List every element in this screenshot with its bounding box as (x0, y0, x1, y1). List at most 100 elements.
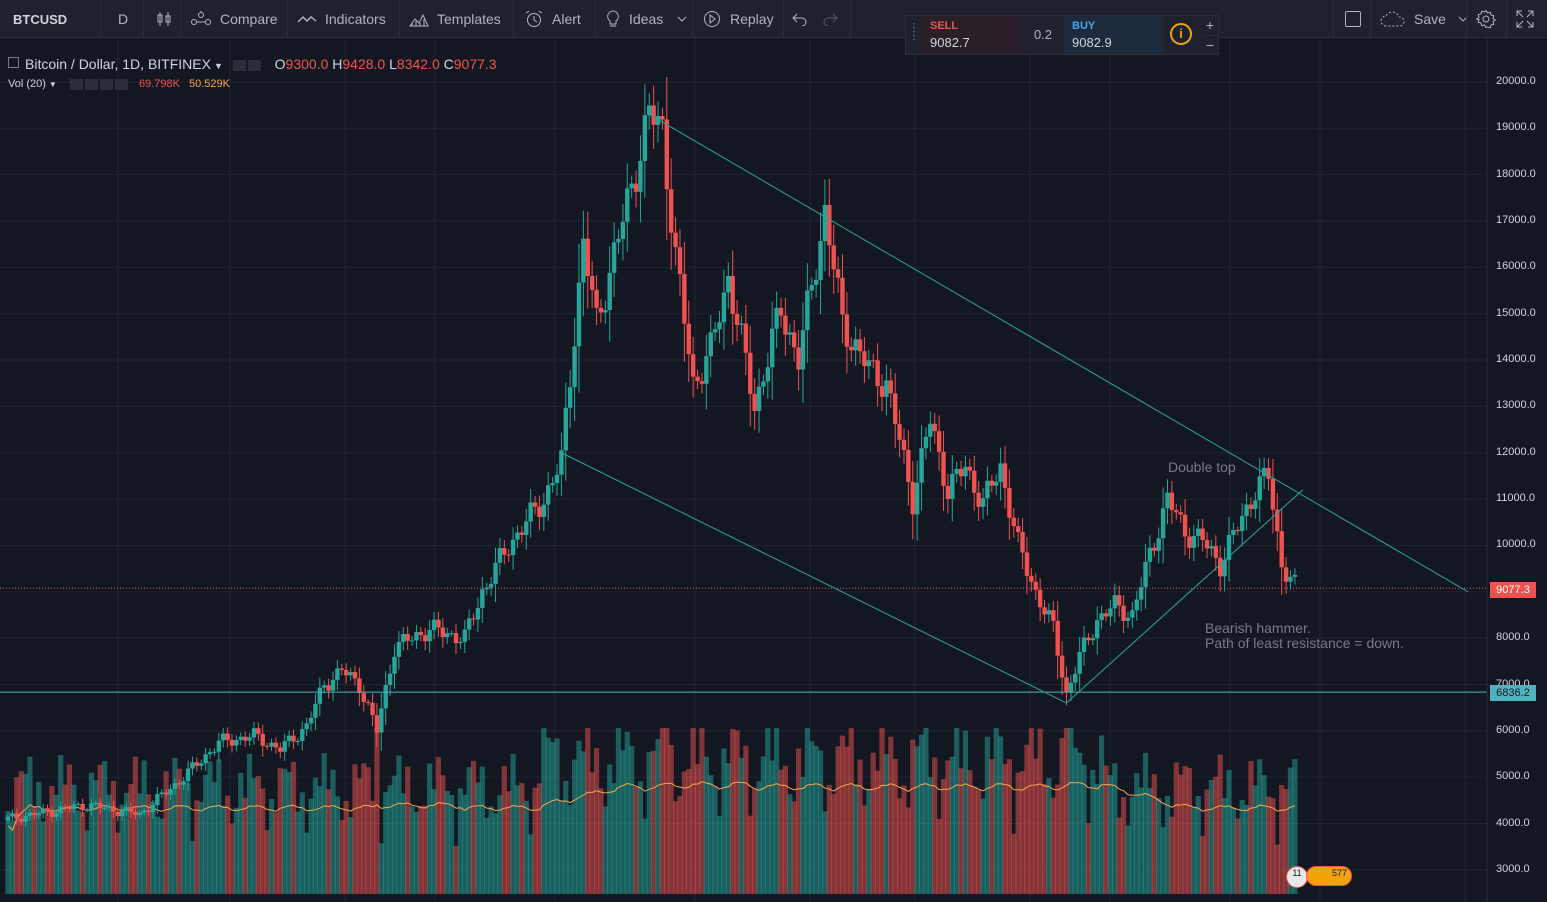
volume-bar (18, 771, 24, 894)
save-button[interactable]: Save (1380, 0, 1468, 38)
volume-bar (1077, 752, 1083, 894)
candles-icon (157, 12, 171, 26)
collapse-icon[interactable] (8, 57, 19, 68)
sell-button[interactable]: SELL 9082.7 (922, 16, 1022, 54)
alert-button[interactable]: Alert (524, 0, 581, 38)
candle-body (190, 762, 195, 769)
candle-body (225, 733, 230, 740)
volume-bar (435, 757, 442, 894)
candle-body (40, 808, 46, 814)
volume-bar (958, 768, 964, 894)
volume-bar (1164, 795, 1171, 894)
price-tick-label: 12000.0 (1496, 445, 1536, 458)
volume-bar (40, 821, 46, 894)
candle-body (1024, 552, 1030, 576)
settings-icon[interactable] (84, 78, 98, 90)
candle-body (14, 813, 19, 819)
layout-button[interactable] (1344, 0, 1362, 38)
volume-bar (1261, 775, 1267, 894)
alarm-clock-icon (525, 10, 543, 27)
volume-bar (488, 806, 494, 894)
candle-body (875, 360, 880, 387)
compare-button[interactable]: Compare (190, 0, 278, 38)
candle-body (45, 808, 50, 812)
candle-body (352, 672, 358, 679)
indicators-button[interactable]: Indicators (297, 0, 386, 38)
candle-body (1121, 605, 1126, 621)
drag-handle-icon[interactable]: ⋮ ⋮ (908, 22, 920, 42)
candle-body (471, 618, 476, 620)
candle-body (392, 656, 397, 674)
buy-button[interactable]: BUY 9082.9 (1064, 16, 1164, 54)
price-tick-label: 11000.0 (1496, 492, 1535, 505)
eye-icon[interactable] (232, 59, 246, 71)
candle-body (133, 812, 138, 816)
candle-body (1011, 517, 1016, 527)
volume-bar (1099, 735, 1105, 894)
volume-bar (1120, 797, 1127, 894)
volume-bar (1195, 796, 1201, 894)
volume-bar (462, 794, 468, 894)
undo-button[interactable] (792, 0, 808, 38)
volume-title[interactable]: Vol (20) (8, 78, 46, 90)
volume-bar (940, 779, 947, 894)
volume-bar (866, 789, 872, 894)
volume-dropdown-icon[interactable]: ▼ (48, 80, 57, 89)
candle-body (800, 330, 806, 370)
volume-bar (475, 782, 481, 894)
economic-events-badge[interactable]: 11 (1286, 866, 1308, 888)
replay-label: Replay (730, 11, 774, 27)
candle-body (462, 629, 467, 642)
minus-icon[interactable]: − (1202, 35, 1218, 54)
candle-body (594, 289, 599, 308)
candle-body (1160, 508, 1166, 539)
eye-icon[interactable] (69, 78, 83, 90)
candle-body (532, 502, 538, 507)
candle-body (1218, 557, 1223, 577)
volume-bar (787, 794, 793, 894)
volume-bar (712, 786, 718, 894)
info-icon[interactable]: i (1170, 23, 1192, 45)
volume-bar (58, 755, 64, 894)
candle-body (914, 482, 920, 515)
redo-button[interactable] (822, 0, 838, 38)
replay-button[interactable]: Replay (702, 0, 774, 38)
fullscreen-button[interactable] (1516, 0, 1534, 38)
volume-bar (708, 775, 714, 894)
candle-body (686, 323, 691, 355)
volume-bar (927, 777, 933, 894)
price-chart[interactable] (0, 38, 1547, 902)
candle-body (1033, 581, 1038, 590)
ideas-badge[interactable]: 577 (1306, 866, 1352, 886)
volume-bar (53, 794, 59, 894)
candle-body (71, 804, 77, 810)
symbol-title[interactable]: Bitcoin / Dollar, 1D, BITFINEX (25, 56, 211, 72)
interval-button[interactable]: D (118, 11, 129, 27)
candle-body (269, 742, 274, 747)
volume-bar (1112, 763, 1118, 894)
candle-body (677, 247, 683, 275)
candle-body (963, 466, 968, 477)
chart-type-button[interactable] (155, 0, 173, 38)
symbol-dropdown-icon[interactable]: ▼ (213, 61, 223, 71)
settings-icon[interactable] (247, 59, 261, 71)
double-top-annotation[interactable]: Double top (1168, 459, 1236, 475)
bearish-hammer-annotation[interactable]: Bearish hammer. Path of least resistance… (1205, 621, 1404, 651)
ideas-button[interactable]: Ideas (605, 0, 687, 38)
volume-bar (536, 783, 543, 894)
settings-button[interactable] (1476, 0, 1496, 38)
candle-body (585, 238, 590, 276)
symbol-search-button[interactable]: BTCUSD (13, 11, 68, 27)
volume-bar (1274, 844, 1280, 894)
close-icon[interactable] (114, 78, 128, 90)
candle-body (928, 423, 933, 437)
add-icon[interactable] (99, 78, 113, 90)
candle-body (203, 754, 208, 764)
plus-icon[interactable]: + (1205, 17, 1215, 33)
candle-body (818, 241, 823, 280)
candle-body (752, 393, 757, 411)
candle-body (524, 521, 529, 535)
templates-button[interactable]: Templates (409, 0, 501, 38)
price-tick-label: 13000.0 (1496, 399, 1536, 412)
volume-bar (611, 783, 617, 894)
